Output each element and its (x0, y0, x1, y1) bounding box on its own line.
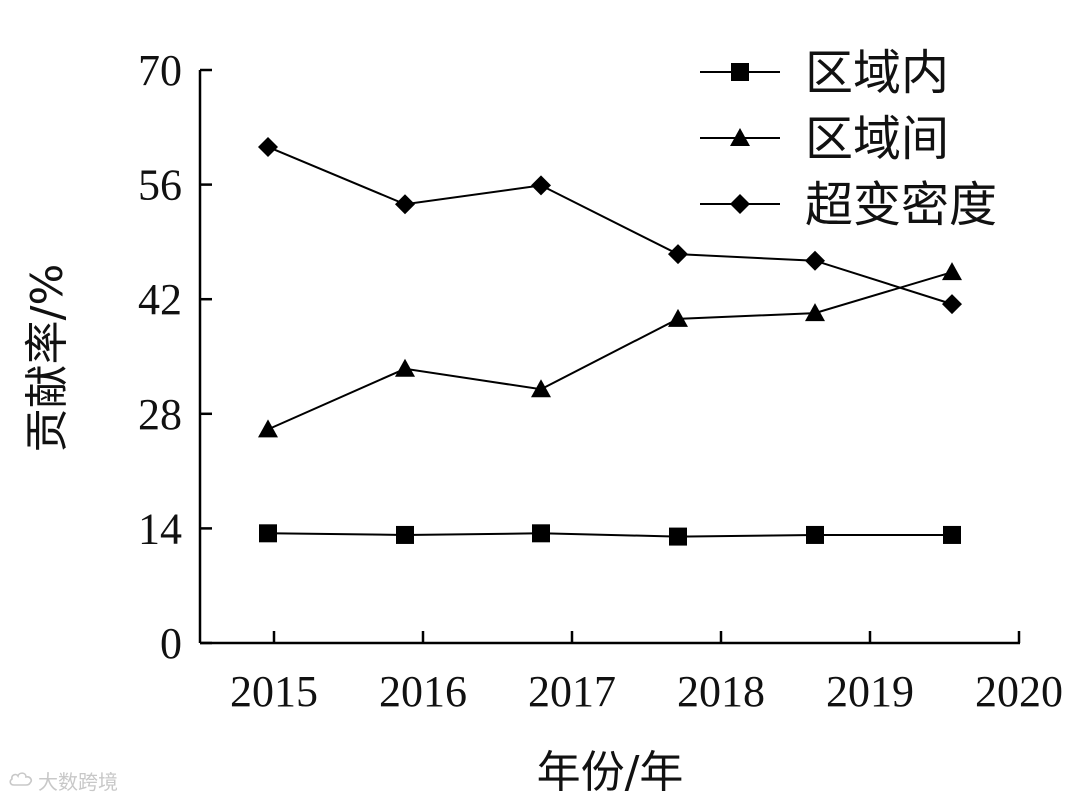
x-tick-label: 2020 (975, 667, 1063, 716)
x-tick-label: 2018 (677, 667, 765, 716)
data-point (805, 250, 825, 271)
y-axis-ticks: 0 14 28 42 56 70 (138, 46, 212, 668)
x-axis-label: 年份/年 (537, 747, 684, 798)
y-tick-label: 0 (160, 619, 182, 668)
data-point (943, 525, 961, 544)
y-tick-label: 42 (138, 275, 182, 324)
series-group (258, 136, 962, 546)
axes (198, 70, 1020, 645)
series-triangle (258, 262, 962, 438)
legend-marker (730, 128, 750, 146)
data-point (806, 525, 824, 544)
series-line (267, 146, 953, 306)
legend-marker (731, 63, 749, 81)
data-point (942, 294, 962, 315)
data-point (942, 262, 962, 281)
data-point (395, 358, 415, 377)
data-point (258, 419, 278, 438)
legend-label: 区域内 (805, 45, 949, 101)
x-tick-label: 2015 (230, 667, 318, 716)
series-line (267, 532, 952, 538)
y-tick-label: 28 (138, 390, 182, 439)
data-point (259, 524, 277, 543)
legend-label: 区域间 (805, 111, 949, 167)
data-point (396, 525, 414, 544)
y-tick-label: 70 (138, 46, 182, 95)
legend-item: 区域间 (700, 111, 949, 167)
legend-item: 区域内 (700, 45, 949, 101)
watermark-text: 大数跨境 (38, 770, 118, 794)
x-tick-label: 2016 (379, 667, 467, 716)
x-tick-label: 2019 (826, 667, 914, 716)
data-point (531, 175, 551, 196)
x-tick-label: 2017 (528, 667, 616, 716)
data-point (395, 194, 415, 215)
series-line (267, 271, 953, 431)
legend-label: 超变密度 (805, 177, 997, 233)
cloud-logo-icon (8, 769, 34, 793)
watermark: 大数跨境 (8, 766, 118, 795)
legend-item: 超变密度 (700, 177, 997, 233)
data-point (531, 379, 551, 398)
data-point (668, 244, 688, 265)
legend-marker (730, 194, 750, 214)
y-tick-label: 14 (138, 504, 182, 553)
y-tick-label: 56 (138, 161, 182, 210)
data-point (258, 136, 278, 157)
data-point (669, 527, 687, 546)
data-point (805, 303, 825, 322)
series-square (259, 524, 961, 546)
y-axis-label: 贡献率/% (22, 264, 73, 453)
series-diamond (258, 136, 962, 315)
data-point (668, 308, 688, 327)
x-axis-ticks: 2015 2016 2017 2018 2019 2020 (230, 631, 1063, 716)
data-point (532, 524, 550, 543)
